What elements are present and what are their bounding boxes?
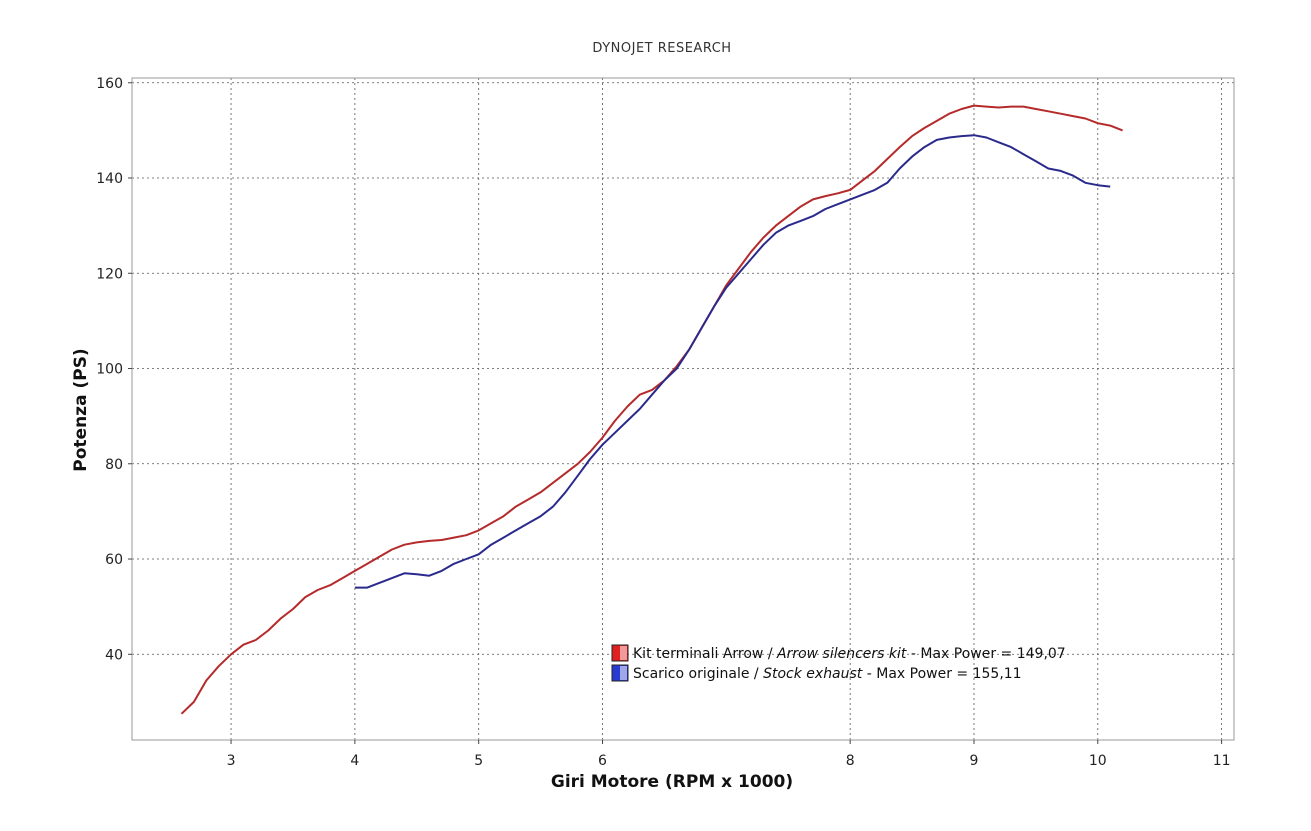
y-tick-label-3: 100 [96, 362, 123, 378]
y-tick-label-6: 160 [96, 76, 123, 92]
legend: Kit terminali Arrow / Arrow silencers ki… [611, 644, 1066, 682]
x-tick-label-6: 10 [1089, 753, 1107, 769]
chart-title: DYNOJET RESEARCH [592, 41, 731, 56]
x-tick-label-5: 9 [970, 753, 979, 769]
x-axis-ticks: 3 4 5 6 8 9 10 11 [227, 740, 1231, 769]
y-tick-label-1: 60 [105, 552, 123, 568]
x-axis-label: Giri Motore (RPM x 1000) [551, 772, 793, 792]
y-axis-ticks: 40 60 80 100 120 140 160 [96, 76, 132, 663]
y-tick-label-4: 120 [96, 266, 123, 282]
legend-name-italic-1: Stock exhaust [763, 666, 863, 682]
y-tick-label-0: 40 [105, 647, 123, 663]
legend-swatch-highlight-0 [620, 646, 627, 660]
grid-lines [132, 78, 1234, 740]
legend-name-0: Kit terminali Arrow / [633, 646, 777, 662]
legend-suffix-1: - Max Power = 155,11 [862, 666, 1021, 682]
legend-name-italic-0: Arrow silencers kit [776, 646, 907, 662]
x-tick-label-2: 5 [474, 753, 483, 769]
x-tick-label-0: 3 [227, 753, 236, 769]
series-line-0 [180, 104, 1123, 715]
plot-frame [131, 77, 1235, 741]
series-lines [180, 104, 1123, 715]
x-tick-label-3: 6 [598, 753, 607, 769]
legend-swatch-highlight-1 [620, 666, 627, 680]
legend-suffix-0: - Max Power = 149,07 [906, 646, 1065, 662]
x-tick-label-4: 8 [846, 753, 855, 769]
y-tick-label-5: 140 [96, 171, 123, 187]
legend-entry-0: Kit terminali Arrow / Arrow silencers ki… [633, 646, 1066, 662]
x-tick-label-1: 4 [350, 753, 359, 769]
x-tick-label-7: 11 [1213, 753, 1231, 769]
series-line-1 [354, 134, 1111, 589]
y-tick-label-2: 80 [105, 457, 123, 473]
legend-entry-1: Scarico originale / Stock exhaust - Max … [633, 666, 1022, 682]
legend-name-1: Scarico originale / [633, 666, 763, 682]
y-axis-label: Potenza (PS) [71, 348, 91, 471]
